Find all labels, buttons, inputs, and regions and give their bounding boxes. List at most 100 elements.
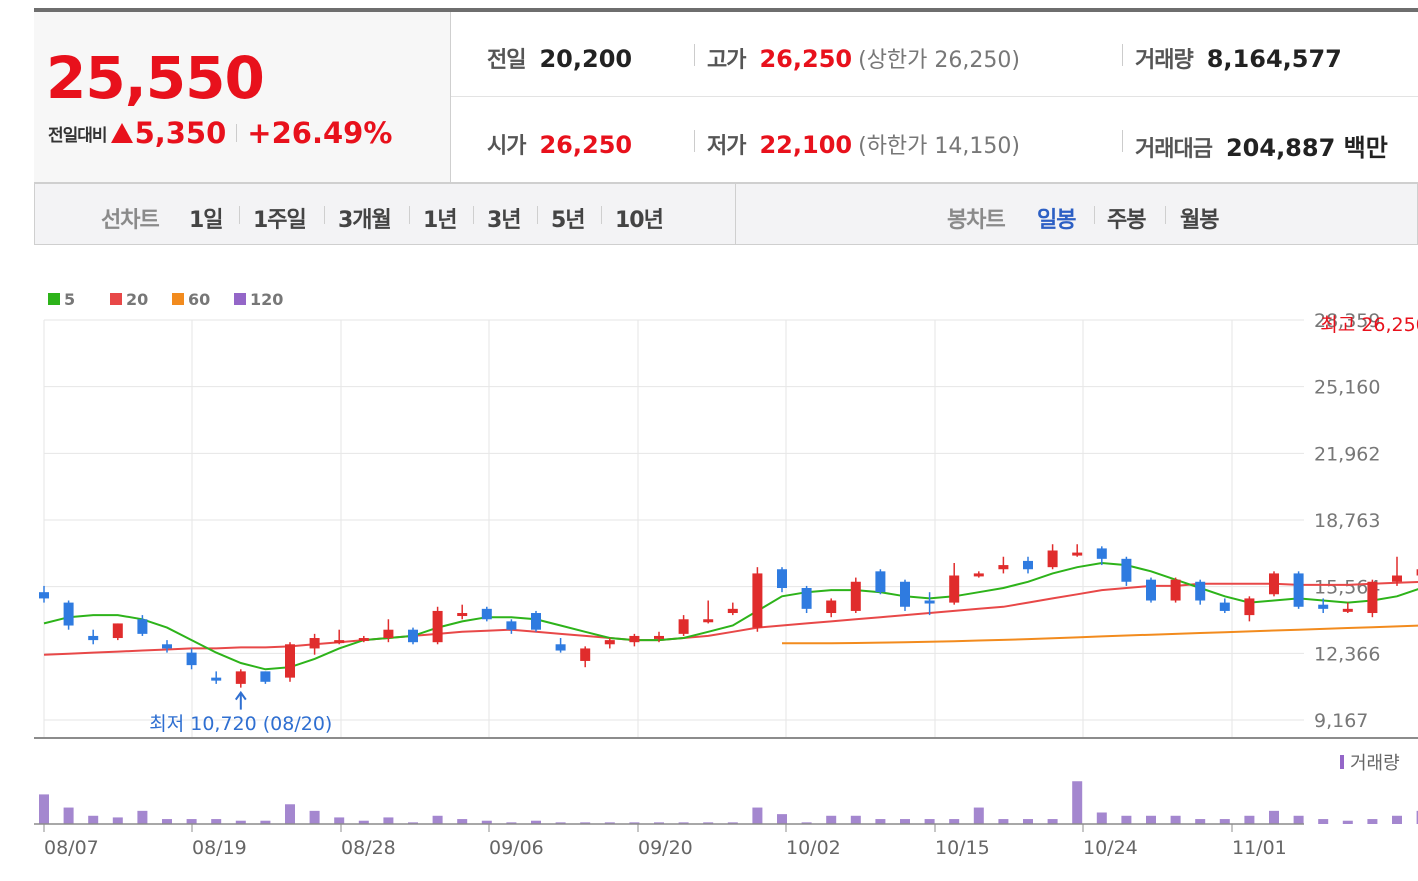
tab-1w[interactable]: 1주일 <box>253 208 307 233</box>
volume-bar <box>998 819 1009 824</box>
candle-body <box>826 600 837 614</box>
candle-body <box>900 581 910 607</box>
candle-body <box>88 635 99 641</box>
change-row: 전일대비 5,350 +26.49% <box>48 116 392 150</box>
volume-bar <box>88 815 99 824</box>
candle-body <box>850 581 861 611</box>
volume-bar <box>1293 815 1304 824</box>
volume: 거래량 8,164,577 <box>1135 42 1342 74</box>
volume-bar <box>137 810 148 824</box>
tab-1y[interactable]: 1년 <box>423 208 458 233</box>
volume-value: 8,164,577 <box>1206 45 1342 73</box>
change-percent: +26.49% <box>247 116 393 150</box>
candle-body <box>235 671 246 684</box>
volume-bar <box>211 819 222 824</box>
candle-body <box>924 600 935 604</box>
x-tick-label: 09/06 <box>489 837 544 859</box>
tabs-divider <box>735 184 736 244</box>
low-annotation: 최저 10,720 (08/20) <box>149 713 332 735</box>
volume-bar <box>1367 819 1378 824</box>
tab-10y[interactable]: 10년 <box>615 208 664 233</box>
tab-monthly[interactable]: 월봉 <box>1180 208 1219 233</box>
legend-swatch <box>234 293 246 305</box>
tab-weekly[interactable]: 주봉 <box>1107 208 1146 233</box>
quote-details: 전일 20,200 고가 26,250 (상한가 26,250) 거래량 8,1… <box>451 12 1418 182</box>
ma5-line <box>43 561 1418 671</box>
volume-bar <box>235 820 246 824</box>
volume-bar <box>1195 819 1206 824</box>
y-tick-label: 12,366 <box>1314 643 1380 665</box>
volume-bar <box>1023 819 1033 824</box>
volume-legend-label: 거래량 <box>1350 753 1400 774</box>
amount-label: 거래대금 <box>1135 137 1213 162</box>
volume-bar <box>1219 819 1230 824</box>
candle-body <box>358 638 369 642</box>
col-divider <box>694 44 695 66</box>
volume-bar <box>703 822 714 824</box>
volume-bar <box>555 822 566 824</box>
up-triangle-icon <box>110 123 133 143</box>
volume-bar <box>973 807 984 824</box>
open-price: 시가 26,250 <box>487 128 632 160</box>
volume-bar <box>777 814 787 824</box>
volume-bar <box>1392 815 1402 824</box>
candle-body <box>580 648 591 661</box>
change-value: 5,350 <box>134 116 227 150</box>
volume-bar <box>1121 815 1132 824</box>
candle-body <box>973 573 984 577</box>
candle-body <box>949 575 960 603</box>
change-divider <box>236 124 238 142</box>
lower-limit: (하한가 14,150) <box>858 134 1020 159</box>
legend-label: 5 <box>64 290 75 309</box>
day-low: 저가 22,100 (하한가 14,150) <box>707 128 1020 160</box>
y-tick-label: 25,160 <box>1314 377 1380 399</box>
candle-body <box>1367 581 1378 614</box>
tab-divider <box>473 206 474 224</box>
volume-bar <box>63 807 74 824</box>
tab-1d[interactable]: 1일 <box>189 208 224 233</box>
tab-3y[interactable]: 3년 <box>487 208 522 233</box>
tab-3m[interactable]: 3개월 <box>338 208 392 233</box>
trade-amount: 거래대금 204,887 백만 <box>1135 128 1388 163</box>
volume-bar <box>186 819 197 824</box>
y-tick-label: 28,359 <box>1314 310 1380 332</box>
legend-label: 20 <box>126 290 148 309</box>
x-tick-label: 10/02 <box>786 837 841 859</box>
volume-bar <box>309 810 320 824</box>
tab-divider <box>409 206 410 224</box>
ma60-line <box>782 624 1418 645</box>
volume-bar <box>1170 815 1181 824</box>
volume-bar <box>875 819 886 824</box>
volume-bar <box>481 820 492 824</box>
line-chart-label: 선차트 <box>101 208 160 233</box>
candle-body <box>875 571 886 593</box>
volume-bar <box>604 822 615 824</box>
volume-bar <box>1416 810 1418 824</box>
low-label: 저가 <box>707 134 746 159</box>
legend-swatch <box>48 293 60 305</box>
candle-body <box>555 644 566 651</box>
candle-body <box>1293 573 1304 607</box>
candle-body <box>1269 573 1279 595</box>
candle-body <box>309 638 320 649</box>
volume-bar <box>1318 819 1329 824</box>
volume-legend-swatch <box>1340 755 1344 769</box>
volume-bar <box>752 807 763 824</box>
chart-tabs: 선차트 1일 1주일 3개월 1년 3년 5년 10년 봉차트 일봉 주봉 월봉 <box>34 183 1418 245</box>
y-tick-label: 15,564 <box>1314 577 1380 599</box>
tab-divider <box>1165 206 1166 224</box>
volume-bar <box>260 820 271 824</box>
y-tick-label: 9,167 <box>1314 710 1368 732</box>
volume-bar <box>408 822 418 824</box>
tab-5y[interactable]: 5년 <box>551 208 586 233</box>
tab-daily[interactable]: 일봉 <box>1037 208 1076 233</box>
candle-body <box>703 619 714 623</box>
candle-body <box>162 644 172 649</box>
y-tick-label: 21,962 <box>1314 443 1380 465</box>
change-label: 전일대비 <box>48 125 108 146</box>
legend-label: 60 <box>188 290 210 309</box>
open-value: 26,250 <box>539 131 633 159</box>
amount-value: 204,887 백만 <box>1225 134 1388 162</box>
tab-divider <box>1094 206 1095 224</box>
x-tick-label: 11/01 <box>1232 837 1287 859</box>
